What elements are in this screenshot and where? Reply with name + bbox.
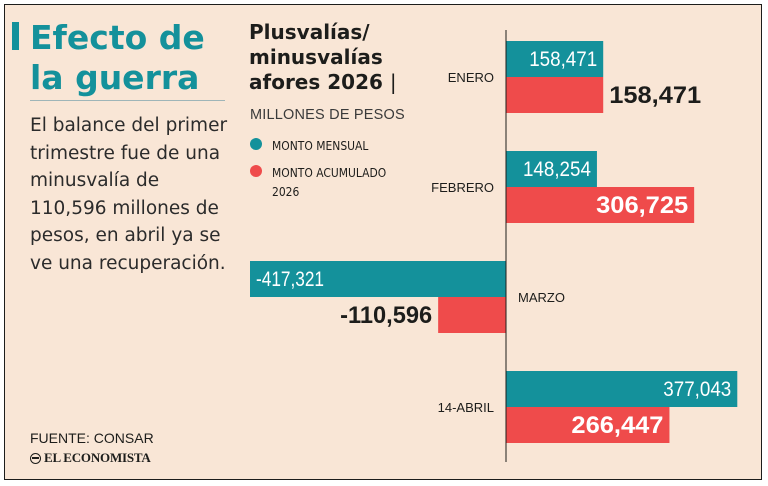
legend-label-monthly: MONTO MENSUAL <box>272 138 369 153</box>
legend-swatch-accumulated <box>250 165 262 177</box>
bar-monthly-marzo <box>250 261 506 297</box>
bar-accumulated-14-abril <box>506 407 670 443</box>
lede-text: El balance del primer trimestre fue de u… <box>30 115 228 274</box>
legend-item-accumulated: MONTO ACUMULADO 2026 <box>250 163 410 201</box>
data-label-monthly-14-abril: 377,043 <box>663 378 731 401</box>
chart-subtitle: MILLONES DE PESOS <box>250 107 405 123</box>
data-label-monthly-enero: 158,471 <box>529 48 597 71</box>
category-label-enero: ENERO <box>448 70 494 85</box>
data-label-monthly-febrero: 148,254 <box>523 158 591 181</box>
legend-swatch-monthly <box>250 138 262 150</box>
bar-accumulated-marzo <box>438 297 506 333</box>
bar-monthly-enero <box>506 41 604 77</box>
globe-icon <box>30 452 41 464</box>
logo-text: EL ECONOMISTA <box>44 450 151 465</box>
bar-accumulated-enero <box>506 77 604 113</box>
data-label-accumulated-febrero: 306,725 <box>596 192 688 219</box>
category-label-14-abril: 14-ABRIL <box>438 400 494 415</box>
category-label-marzo: MARZO <box>518 290 565 305</box>
data-label-accumulated-14-abril: 266,447 <box>571 412 663 439</box>
headline-divider <box>30 100 225 101</box>
bar-monthly-14-abril <box>506 371 738 407</box>
headline-accent-bar <box>12 22 19 50</box>
source-note: FUENTE: CONSAR <box>30 430 154 446</box>
chart-title: Plusvalías/ minusvalías afores 2026 | <box>249 20 429 95</box>
data-label-accumulated-enero: 158,471 <box>609 82 701 109</box>
chart-title-separator: | <box>389 70 397 94</box>
publisher-logo: EL ECONOMISTA <box>30 450 151 466</box>
category-label-febrero: FEBRERO <box>431 180 494 195</box>
data-label-accumulated-marzo: -110,596 <box>340 302 432 329</box>
bar-monthly-febrero <box>506 151 597 187</box>
data-label-monthly-marzo: -417,321 <box>256 268 324 291</box>
chart-legend: MONTO MENSUAL MONTO ACUMULADO 2026 <box>250 136 410 209</box>
chart-title-text: Plusvalías/ minusvalías afores 2026 <box>249 20 383 94</box>
legend-item-monthly: MONTO MENSUAL <box>250 136 410 155</box>
legend-label-accumulated: MONTO ACUMULADO 2026 <box>272 165 387 199</box>
bar-accumulated-febrero <box>506 187 695 223</box>
headline: Efecto de la guerra <box>30 18 205 97</box>
